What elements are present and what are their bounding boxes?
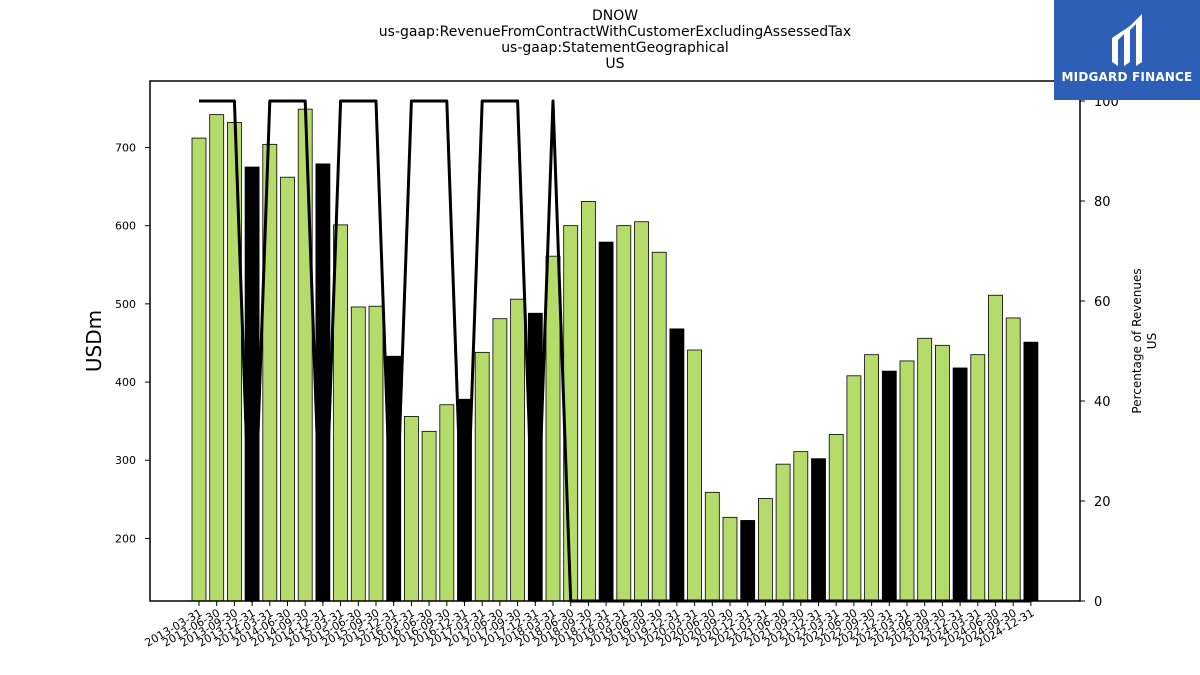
bar [209,114,225,602]
bar [758,498,773,602]
chart-title-line-2: us-gaap:RevenueFromContractWithCustomerE… [378,24,852,40]
chart-title-line-1: DNOW [591,8,639,24]
y-tick-label: 500 [115,298,136,311]
chart-title-line-3: us-gaap:StatementGeographical [501,40,729,56]
bar [598,241,614,602]
bar [368,305,384,602]
bar [492,318,508,602]
bar [297,108,313,602]
y-tick-label: 300 [115,454,136,467]
y2-axis-label-line-1: Percentage of Revenues [1130,268,1144,413]
bar [899,360,915,602]
bar [669,328,685,602]
bar [581,201,596,602]
y2-tick-label: 0 [1094,595,1102,610]
bar [403,416,419,602]
y2-axis-label-line-2: US [1145,333,1159,349]
bar [634,221,649,602]
bar [775,463,791,602]
y-tick-label: 200 [115,532,136,545]
y2-tick-label: 40 [1094,395,1111,410]
plot-frame [149,80,1081,602]
y-axis-label: USDm [82,310,106,372]
bar [988,294,1003,602]
y2-tick-label: 20 [1094,495,1111,510]
bar [793,451,809,602]
bar [1023,341,1039,602]
bar [722,516,738,602]
bar [226,122,242,602]
bar [616,225,632,602]
bar [439,404,455,602]
bar [651,251,667,602]
bar [350,306,366,602]
bar [864,354,879,602]
y-tick-label: 700 [115,141,136,154]
bar [687,349,702,602]
y-tick-label: 400 [115,376,136,389]
y-tick-label: 600 [115,220,136,233]
bar [315,163,331,602]
brand-logo: MIDGARD FINANCE [1054,0,1200,100]
bar [828,434,844,602]
bar [881,370,897,602]
bar [545,255,561,602]
brand-name: MIDGARD FINANCE [1061,70,1193,84]
bar [1005,317,1021,602]
bar [846,375,862,602]
bar [704,491,720,602]
bar [474,351,490,602]
bar [917,337,933,602]
y2-tick-label: 60 [1094,295,1111,310]
bar [191,137,207,602]
bar [510,298,526,602]
bar [280,176,295,602]
midgard-logo-icon [1112,14,1142,66]
bar [970,354,986,602]
bar [740,520,756,602]
bar [244,166,260,602]
bar [563,225,579,602]
chart-title-line-4: US [605,56,625,72]
bar [952,367,968,602]
bar [811,458,826,602]
y2-tick-label: 80 [1094,195,1111,210]
bar [935,344,950,602]
bar [421,430,437,602]
